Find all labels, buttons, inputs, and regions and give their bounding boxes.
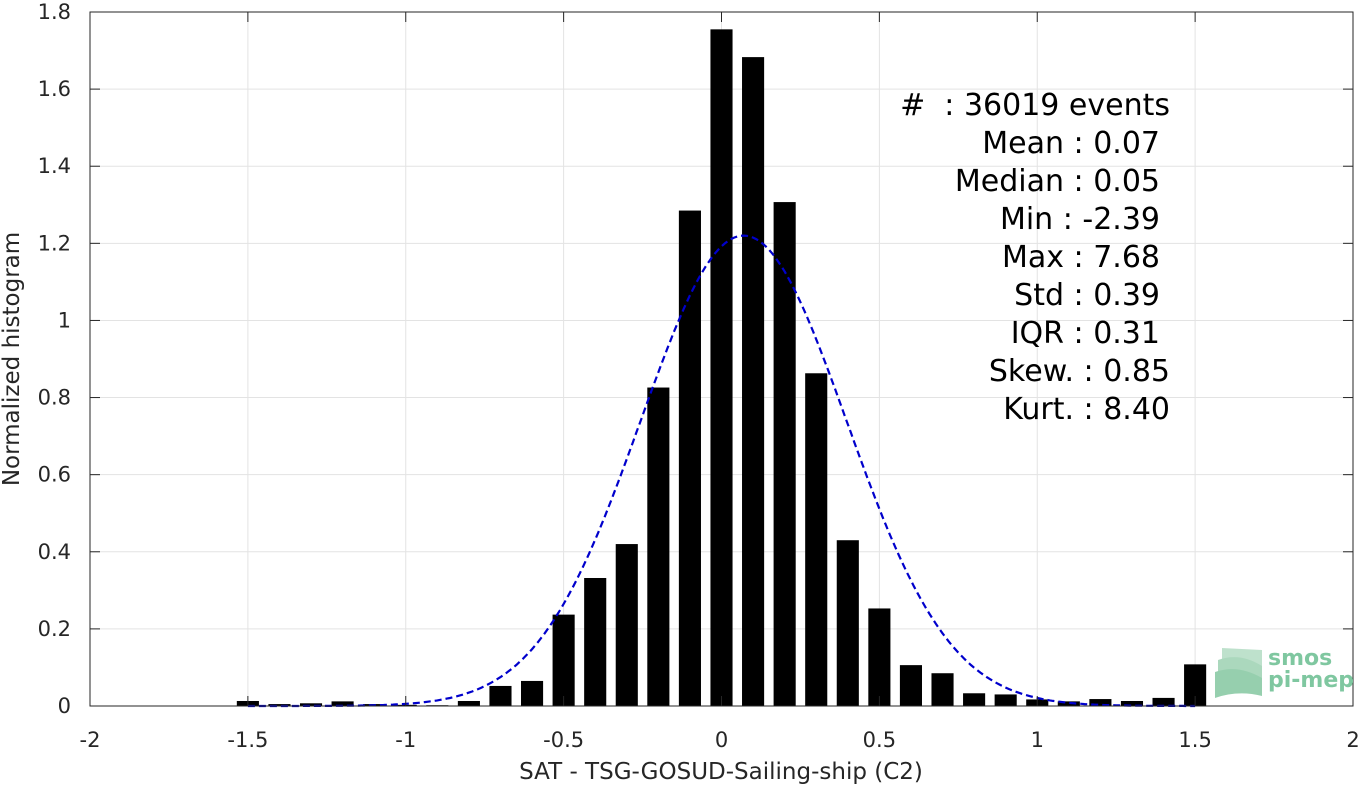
x-tick-label: -1: [395, 728, 416, 752]
stat-kurt: Kurt. : 8.40: [1003, 392, 1170, 427]
stat-median: Median : 0.05: [955, 164, 1160, 199]
histogram-bar: [1184, 664, 1207, 706]
histogram-bar: [647, 387, 670, 706]
histogram-bar: [489, 685, 512, 706]
logo-line1: smos: [1268, 646, 1332, 671]
stat-mean: Mean : 0.07: [982, 126, 1160, 161]
y-axis-ticks: 0 0.2 0.4 0.6 0.8 1 1.2 1.4 1.6 1.8: [38, 0, 1353, 718]
x-axis-label: SAT - TSG-GOSUD-Sailing-ship (C2): [519, 759, 923, 785]
x-tick-label: -0.5: [543, 728, 584, 752]
y-tick-label: 1.6: [38, 77, 71, 101]
histogram-bars: [236, 29, 1207, 707]
stats-annotation: # : 36019 events Mean : 0.07 Median : 0.…: [900, 88, 1170, 427]
histogram-bar: [710, 29, 733, 707]
y-tick-label: 1: [58, 308, 71, 332]
histogram-bar: [899, 665, 923, 706]
y-axis-label: Normalized histogram: [0, 232, 25, 486]
x-tick-label: 1: [1031, 728, 1044, 752]
histogram-bar: [868, 608, 891, 706]
x-tick-label: 0: [715, 728, 728, 752]
stat-iqr: IQR : 0.31: [1011, 316, 1160, 351]
histogram-bar: [1120, 700, 1144, 706]
y-tick-label: 0.8: [38, 386, 71, 410]
histogram-bar: [805, 373, 828, 706]
histogram-bar: [457, 700, 480, 706]
y-tick-label: 1.8: [38, 0, 71, 24]
x-tick-label: -2: [80, 728, 101, 752]
histogram-bar: [1089, 699, 1112, 706]
histogram-bar: [331, 701, 354, 706]
histogram-bar: [742, 57, 765, 707]
histogram-bar: [520, 680, 544, 706]
x-tick-label: 1.5: [1178, 728, 1211, 752]
histogram-bar: [773, 202, 796, 706]
x-tick-label: -1.5: [227, 728, 268, 752]
histogram-bar: [994, 694, 1017, 706]
stat-max: Max : 7.68: [1002, 240, 1160, 275]
x-tick-label: 0.5: [863, 728, 896, 752]
histogram-bar: [552, 614, 575, 706]
y-tick-label: 0.4: [38, 540, 71, 564]
y-tick-label: 0.6: [38, 463, 71, 487]
histogram-bar: [931, 673, 954, 706]
histogram-bar: [1057, 701, 1080, 706]
histogram-bar: [836, 540, 859, 706]
stat-min: Min : -2.39: [1000, 202, 1160, 237]
smos-pi-mep-logo: smos pi-mep: [1215, 646, 1354, 698]
histogram-bar: [268, 704, 291, 706]
y-tick-label: 1.4: [38, 154, 71, 178]
histogram-bar: [1152, 697, 1175, 706]
y-tick-label: 0: [58, 694, 71, 718]
logo-wave-icon: [1215, 648, 1262, 698]
histogram-bar: [299, 703, 323, 706]
histogram-bar: [678, 210, 701, 707]
logo-line2: pi-mep: [1268, 668, 1354, 693]
stat-std: Std : 0.39: [1014, 278, 1160, 313]
stat-skew: Skew. : 0.85: [989, 354, 1170, 389]
x-tick-label: 2: [1346, 728, 1359, 752]
stat-events: # : 36019 events: [900, 88, 1170, 123]
y-tick-label: 0.2: [38, 617, 71, 641]
histogram-bar: [584, 577, 607, 706]
histogram-bar: [615, 544, 638, 706]
y-tick-label: 1.2: [38, 231, 71, 255]
histogram-bar: [963, 693, 986, 706]
x-axis-ticks: -2 -1.5 -1 -0.5 0 0.5 1 1.5 2: [80, 12, 1360, 752]
